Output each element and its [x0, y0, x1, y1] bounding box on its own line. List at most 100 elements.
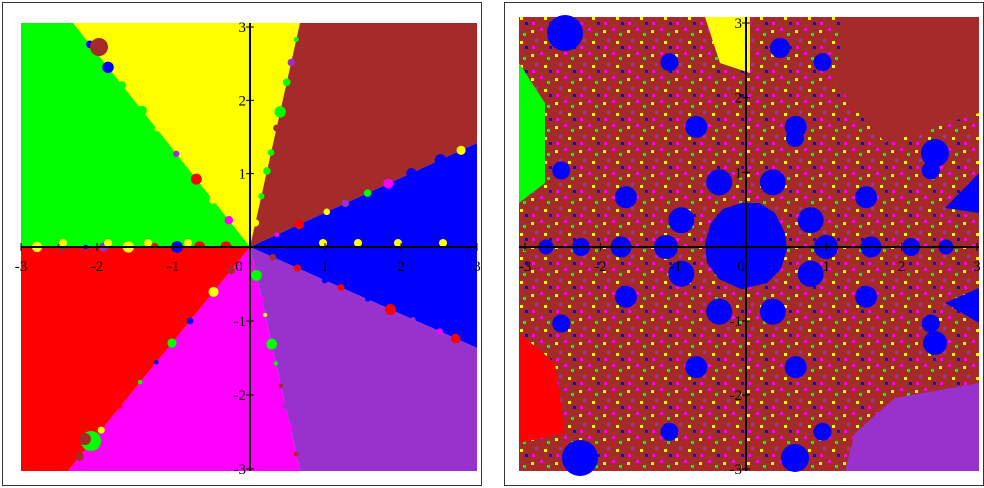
blue-basin-bulb — [921, 139, 949, 167]
boundary-speck — [293, 264, 301, 272]
boundary-speck — [251, 219, 260, 227]
boundary-bulb — [184, 239, 192, 247]
x-tick-label: -3 — [15, 259, 28, 275]
y-tick-label: -2 — [730, 388, 743, 404]
boundary-speck — [321, 277, 328, 284]
blue-basin-bulb — [562, 440, 598, 476]
boundary-bulb — [439, 239, 447, 247]
boundary-speck — [273, 361, 279, 366]
blue-basin-bulb — [923, 331, 947, 355]
basin-blue-right-upper — [945, 173, 979, 213]
boundary-speck — [410, 317, 416, 323]
blue-basin-bulb — [797, 260, 824, 287]
boundary-speck — [258, 193, 265, 200]
x-tick-label: 2 — [898, 259, 906, 275]
boundary-bulb — [394, 239, 402, 247]
y-tick-label: 3 — [735, 16, 743, 32]
boundary-bulb — [79, 433, 91, 445]
x-tick-label: -2 — [91, 259, 104, 275]
boundary-speck — [436, 328, 443, 335]
boundary-speck — [450, 333, 461, 344]
blue-basin-bulb — [614, 285, 637, 308]
boundary-speck — [363, 189, 372, 197]
blue-basin-bulb — [685, 356, 708, 379]
blue-basin-bulb — [614, 186, 637, 209]
boundary-speck — [274, 106, 286, 118]
basin-blue — [250, 143, 477, 348]
x-tick-label: -1 — [669, 259, 682, 275]
boundary-speck — [263, 167, 271, 175]
boundary-speck — [102, 61, 114, 74]
blue-basin-bulb — [770, 38, 790, 58]
blue-basin-bulb — [855, 186, 878, 209]
boundary-speck — [267, 149, 275, 156]
boundary-bulb — [319, 239, 327, 247]
boundary-speck — [154, 359, 159, 365]
boundary-speck — [154, 126, 160, 132]
blue-basin-bulb — [660, 422, 679, 441]
blue-basin-bulb — [552, 314, 571, 333]
y-tick-label: 3 — [239, 20, 247, 36]
boundary-speck — [250, 269, 262, 281]
boundary-speck — [263, 312, 268, 318]
basin-red — [21, 247, 250, 471]
right-fractal-plot: -3 -2 -1 0 1 2 3 3 2 1 -1 -2 -3 — [504, 2, 984, 486]
boundary-speck — [224, 215, 234, 225]
blue-basin-bulb — [797, 207, 824, 234]
boundary-bulb — [104, 239, 112, 247]
basin-purple — [250, 247, 477, 471]
boundary-speck — [97, 426, 105, 434]
x-tick-label: 1 — [321, 259, 329, 275]
blue-basin-bulb — [786, 129, 804, 147]
blue-basin-bulb — [685, 115, 708, 138]
blue-basin-bulb — [813, 53, 832, 72]
boundary-speck — [269, 253, 277, 261]
boundary-speck — [323, 208, 331, 216]
boundary-speck — [75, 452, 84, 461]
left-tick-labels: -3 -2 -1 0 1 2 3 3 2 1 -1 -2 -3 — [15, 20, 481, 478]
blue-basin-bulb — [668, 260, 695, 287]
blue-basin-bulb — [547, 15, 583, 51]
blue-basin-bulb — [759, 298, 786, 325]
boundary-bulb — [144, 239, 152, 247]
left-boundary-specks — [31, 37, 466, 461]
blue-basin-bulb — [813, 422, 832, 441]
basin-brown — [250, 23, 477, 247]
boundary-speck — [173, 150, 180, 157]
boundary-speck — [274, 232, 280, 238]
blue-basin-bulb — [706, 169, 733, 196]
boundary-speck — [266, 338, 278, 350]
basin-green — [21, 23, 250, 247]
y-tick-label: -1 — [730, 314, 743, 330]
boundary-speck — [258, 296, 265, 302]
boundary-speck — [293, 37, 299, 43]
boundary-speck — [208, 286, 219, 297]
boundary-speck — [383, 178, 394, 189]
left-basin-regions — [21, 23, 477, 471]
blue-basin-bulb — [668, 207, 695, 234]
blue-basin-bulb — [660, 53, 679, 72]
right-tick-labels: -3 -2 -1 0 1 2 3 3 2 1 -1 -2 -3 — [519, 16, 981, 478]
boundary-speck — [118, 404, 123, 409]
boundary-speck — [209, 196, 217, 204]
boundary-speck — [137, 379, 143, 385]
boundary-speck — [337, 283, 345, 291]
y-tick-label: -3 — [234, 462, 247, 478]
blue-basin-bulb — [781, 444, 809, 472]
boundary-bulb — [90, 38, 108, 56]
y-tick-label: 2 — [735, 91, 743, 107]
x-tick-label: 0 — [235, 259, 243, 275]
boundary-speck — [341, 199, 350, 208]
boundary-bulb — [354, 239, 362, 247]
boundary-speck — [186, 317, 194, 325]
basin-green-left — [519, 63, 545, 203]
boundary-speck — [294, 219, 304, 230]
y-tick-label: -2 — [234, 388, 247, 404]
x-tick-label: 3 — [973, 259, 981, 275]
blue-basin-bulb — [706, 298, 733, 325]
basin-red-left — [519, 333, 565, 443]
y-tick-label: 1 — [735, 165, 743, 181]
blue-basin-bulb — [855, 285, 878, 308]
x-tick-label: 3 — [473, 259, 481, 275]
x-tick-label: 0 — [737, 259, 745, 275]
